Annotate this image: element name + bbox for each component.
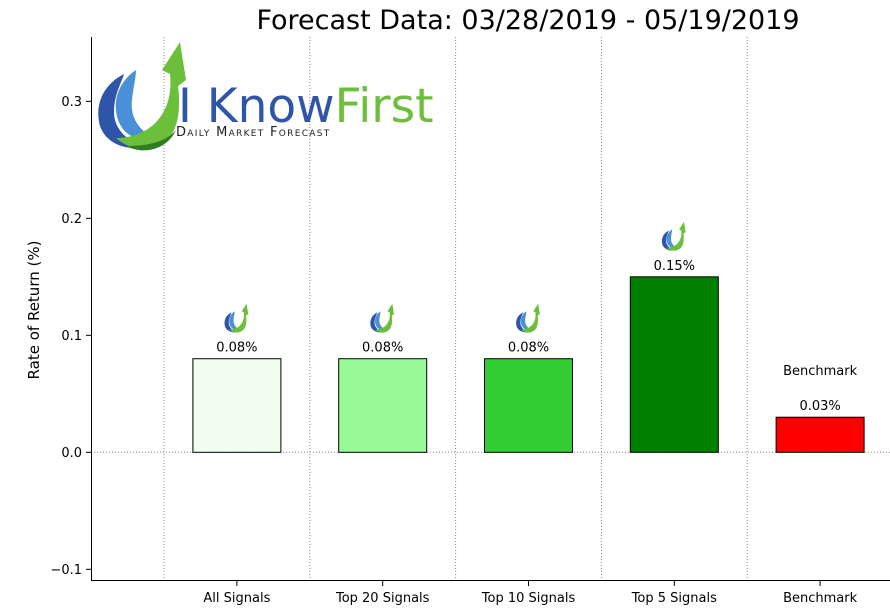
x-tick-label: All Signals [203,591,270,606]
svg-text:I KnowFirst: I KnowFirst [178,79,434,134]
i-know-first-logo: I KnowFirst Daily Market Forecast [98,42,434,151]
value-label: 0.03% [799,399,840,414]
bar-top-10-signals [484,358,573,453]
y-axis-label: Rate of Return (%) [25,241,43,380]
y-tick-label: 0.0 [61,446,82,461]
x-tick-label: Top 10 Signals [481,591,576,606]
bar-top-20-signals [338,358,428,453]
brand-name-part1: I Know [178,79,335,134]
value-label: 0.08% [362,341,403,356]
brand-tagline: Daily Market Forecast [176,125,331,140]
value-label: 0.08% [508,341,549,356]
chart-title: Forecast Data: 03/28/2019 - 05/19/2019 [256,5,799,36]
benchmark-annotation: Benchmark [783,364,858,379]
axes [91,37,890,581]
y-tick-label: 0.3 [61,95,82,110]
bar-top-5-signals [629,276,719,453]
small-logo-icon [370,303,394,333]
y-tick-label: −0.1 [50,563,82,578]
x-tick-label: Benchmark [783,591,858,606]
bar-benchmark [775,416,865,453]
value-labels: 0.08% 0.08% 0.08% 0.15% 0.03% [216,221,841,414]
y-tick-label: 0.2 [61,212,82,227]
x-tick-label: Top 5 Signals [631,591,717,606]
value-label: 0.15% [654,259,695,274]
bar-all-signals [192,358,282,453]
bars [192,276,865,453]
value-label: 0.08% [216,341,257,356]
ticks: −0.1 0.0 0.1 0.2 0.3 All Signals Top 20 Signal… [50,95,857,606]
y-tick-label: 0.1 [61,329,82,344]
brand-name-part2: First [335,79,434,134]
x-tick-label: Top 20 Signals [335,591,430,606]
small-logo-icon [516,303,540,333]
small-logo-icon [661,221,686,251]
small-logo-icon [224,303,249,333]
i-know-first-logo-icon [98,42,186,151]
